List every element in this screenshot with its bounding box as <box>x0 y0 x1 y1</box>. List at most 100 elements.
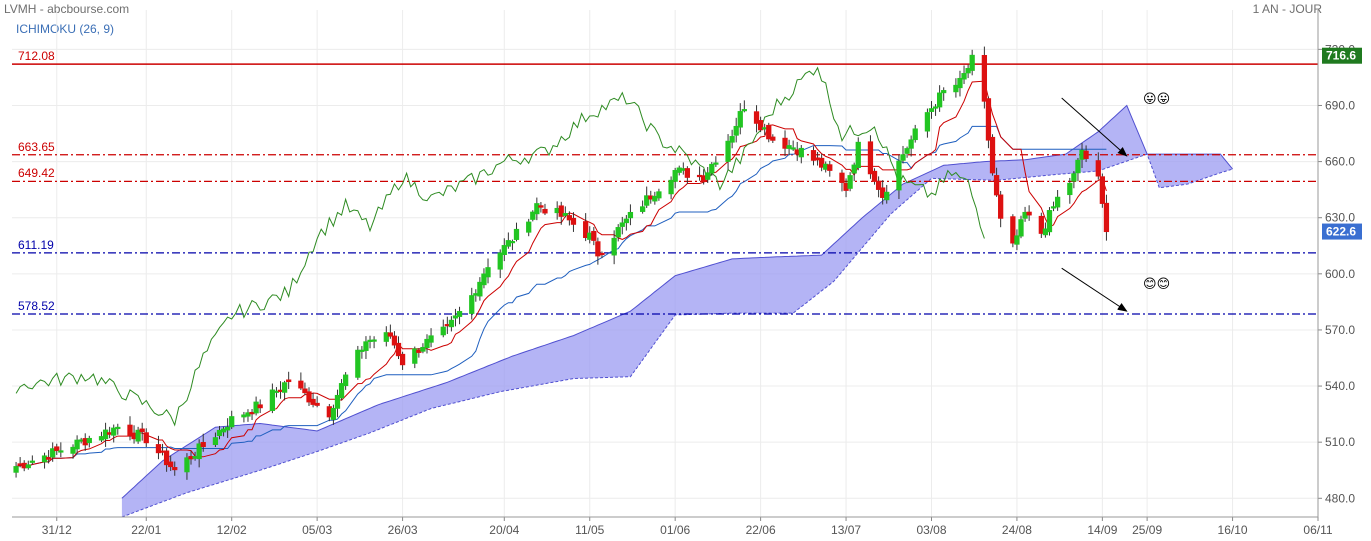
y-tick-label: 570.0 <box>1325 323 1355 337</box>
candle-body <box>501 245 507 255</box>
candle-body <box>1014 235 1020 245</box>
candle-body <box>412 348 418 364</box>
candle-body <box>509 241 516 244</box>
cloud-area <box>121 105 1233 517</box>
candle-body <box>50 448 56 458</box>
candle-body <box>298 380 304 389</box>
candle-body <box>334 394 341 409</box>
x-tick-label: 11/05 <box>575 523 604 537</box>
candle-body <box>534 203 540 215</box>
candle-body <box>798 147 804 158</box>
candle-body <box>172 467 178 471</box>
candle-body <box>644 195 650 206</box>
candle-body <box>338 383 345 399</box>
candle-body <box>1083 150 1089 159</box>
candle-body <box>908 139 914 149</box>
candle-body <box>1026 211 1032 216</box>
x-tick-label: 31/12 <box>42 523 72 537</box>
candle-body <box>86 437 92 444</box>
candle-body <box>452 315 459 319</box>
candle-body <box>924 112 931 132</box>
level-label: 578.52 <box>18 299 55 313</box>
period-label: 1 AN - JOUR <box>1252 2 1322 16</box>
senkou-span-a <box>121 104 1233 499</box>
candle-body <box>770 136 776 141</box>
x-tick-label: 01/06 <box>660 523 690 537</box>
x-tick-label: 24/08 <box>1002 523 1032 537</box>
x-tick-label: 13/07 <box>831 523 861 537</box>
candle-body <box>725 140 731 162</box>
indicator-label: ICHIMOKU (26, 9) <box>16 22 115 36</box>
candle-body <box>1054 196 1061 208</box>
candle-body <box>562 213 568 216</box>
candle-body <box>212 437 219 445</box>
candle-body <box>985 98 992 141</box>
candle-body <box>961 73 967 80</box>
candle-body <box>884 191 890 201</box>
candle-body <box>469 295 475 314</box>
y-tick-label: 690.0 <box>1325 98 1355 112</box>
candle-body <box>900 154 906 161</box>
candle-body <box>941 90 947 94</box>
candle-body <box>424 338 430 349</box>
candle-body <box>456 311 463 317</box>
candle-body <box>200 442 206 448</box>
candle-body <box>281 382 288 393</box>
candle-body <box>302 388 308 394</box>
candle-body <box>135 429 141 442</box>
candle-body <box>595 241 601 257</box>
candle-body <box>127 424 133 437</box>
candle-body <box>224 426 231 431</box>
y-tick-label: 630.0 <box>1325 211 1355 225</box>
candle-body <box>513 228 520 240</box>
candle-body <box>790 147 796 150</box>
candle-body <box>1010 216 1016 244</box>
x-tick-label: 14/09 <box>1087 523 1117 537</box>
candle-body <box>847 175 853 189</box>
candle-body <box>481 273 487 286</box>
candle-body <box>619 222 625 227</box>
level-label: 712.08 <box>18 49 55 64</box>
ichimoku-cloud <box>121 104 1233 518</box>
candle-body <box>904 148 910 154</box>
max-price-badge-bg <box>1322 47 1362 64</box>
y-tick-label: 540.0 <box>1325 379 1355 393</box>
candle-body <box>912 128 918 141</box>
candle-body <box>168 461 174 468</box>
chikou-span-line <box>15 66 985 427</box>
emoji-annotation: 😛😛 <box>1143 90 1171 106</box>
y-tick-label: 480.0 <box>1325 491 1355 505</box>
candle-body <box>155 444 162 454</box>
candle-body <box>981 55 988 102</box>
y-tick-label: 510.0 <box>1325 435 1355 449</box>
candle-body <box>387 332 394 337</box>
price-levels <box>12 63 1318 315</box>
candle-body <box>184 457 190 473</box>
last-price-badge-bg <box>1322 223 1362 240</box>
candle-body <box>143 432 149 444</box>
candle-body <box>591 230 597 241</box>
candle-body <box>1046 210 1053 233</box>
x-tick-label: 05/03 <box>302 523 332 537</box>
axes: 480.0 510.0 540.0 570.0 600.0 630.0 660.0 690.0… <box>12 10 1362 537</box>
candle-body <box>709 163 715 174</box>
candle-body <box>729 136 735 143</box>
candle-body <box>330 407 337 420</box>
candle-body <box>58 450 64 453</box>
candle-body <box>542 208 548 214</box>
last-price-badge: 622.6 <box>1326 225 1356 239</box>
annotations <box>1061 97 1128 312</box>
candlesticks <box>13 46 1110 480</box>
candle-body <box>45 456 52 460</box>
candle-body <box>570 217 577 225</box>
level-label: 663.65 <box>18 139 55 154</box>
candle-body <box>615 227 621 238</box>
candle-body <box>216 429 223 437</box>
x-tick-label: 12/02 <box>217 523 247 537</box>
y-tick-label: 660.0 <box>1325 155 1355 169</box>
indicator-lines <box>15 66 1107 468</box>
candle-body <box>819 157 825 168</box>
candle-body <box>1018 219 1024 237</box>
candle-body <box>757 120 764 131</box>
candle-body <box>355 349 361 378</box>
